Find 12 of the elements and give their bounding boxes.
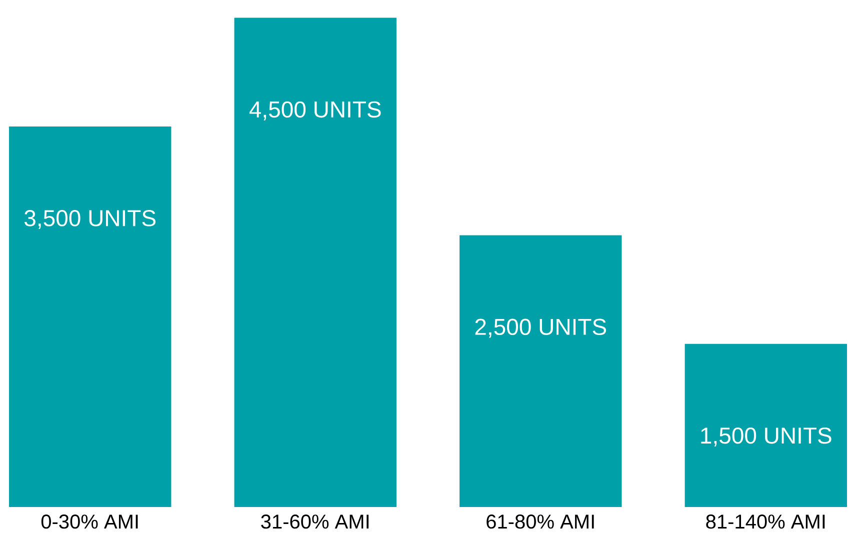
data-label: 3,500 UNITS xyxy=(24,210,156,230)
x-tick-label: 81-140% AMI xyxy=(706,514,825,529)
x-tick-label: 0-30% AMI xyxy=(41,514,138,529)
bar xyxy=(460,235,622,507)
data-label: 4,500 UNITS xyxy=(249,101,381,120)
x-tick-label: 61-80% AMI xyxy=(486,514,594,529)
bar xyxy=(684,344,847,507)
bar xyxy=(234,18,396,507)
data-label: 2,500 UNITS xyxy=(475,318,606,338)
bar xyxy=(9,126,172,507)
x-tick-label: 31-60% AMI xyxy=(261,514,369,529)
data-label: 1,500 UNITS xyxy=(701,427,832,446)
